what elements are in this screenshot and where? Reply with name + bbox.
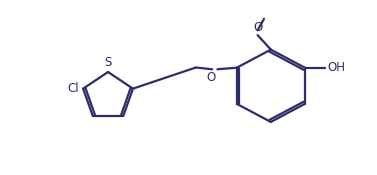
Text: S: S [104, 56, 112, 69]
Text: Cl: Cl [67, 82, 79, 95]
Text: O: O [253, 21, 262, 34]
Text: OH: OH [327, 61, 345, 74]
Text: methoxy: methoxy [261, 16, 267, 18]
Text: O: O [207, 71, 216, 84]
